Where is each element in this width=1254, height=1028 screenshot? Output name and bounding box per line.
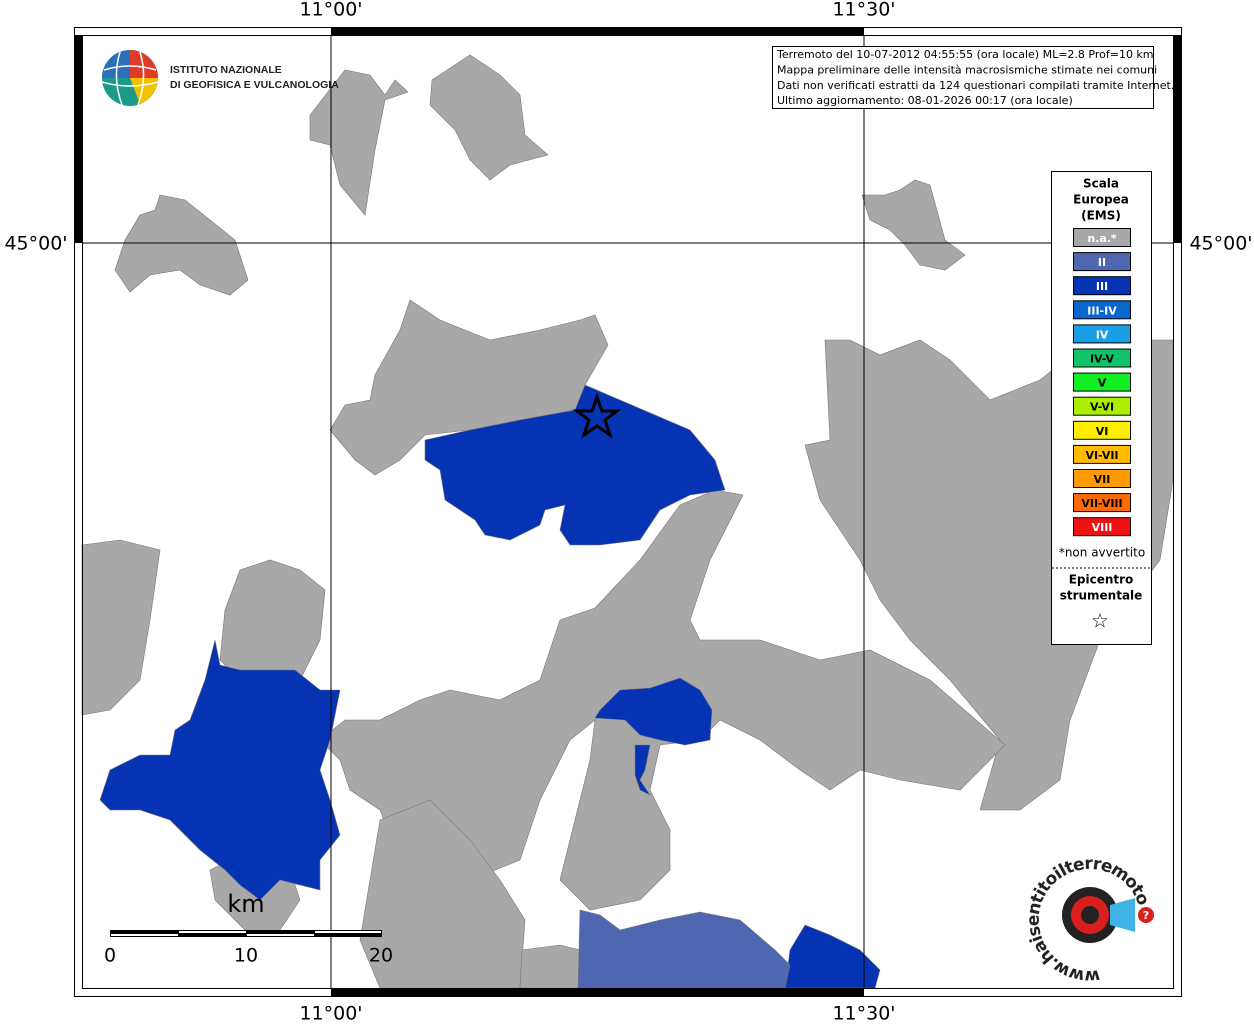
- legend-label: V-VI: [1090, 401, 1114, 414]
- legend-label: III: [1096, 280, 1108, 293]
- legend: ScalaEuropea(EMS)n.a.*IIIIIIII-IVIVIV-VV…: [1059, 177, 1145, 633]
- lon-label: 11°30': [832, 1003, 895, 1025]
- legend-swatch: [1073, 372, 1131, 392]
- legend-label: n.a.*: [1087, 232, 1117, 245]
- scale-label: 20: [369, 945, 393, 967]
- info-lines: Terremoto del 10-07-2012 04:55:55 (ora l…: [776, 48, 1174, 107]
- municipality: [309, 69, 409, 216]
- municipality: [424, 384, 726, 546]
- legend-swatch: [1073, 324, 1131, 344]
- legend-swatch: [1073, 420, 1131, 440]
- legend-swatch: [1073, 276, 1131, 296]
- logo-text: DI GEOFISICA E VULCANOLOGIA: [170, 79, 339, 91]
- legend-label: VIII: [1092, 521, 1113, 534]
- municipality: [634, 744, 651, 796]
- legend-label: VI: [1096, 425, 1109, 438]
- legend-swatch: [1073, 300, 1131, 320]
- municipality: [329, 299, 609, 476]
- municipality: [429, 54, 549, 181]
- legend-epicenter-title: strumentale: [1060, 589, 1143, 603]
- lat-label: 45°00': [4, 233, 67, 255]
- municipality: [81, 539, 161, 716]
- legend-note: *non avvertito: [1059, 546, 1145, 560]
- legend-title: Scala: [1083, 177, 1119, 191]
- lon-label: 11°00': [299, 1003, 362, 1025]
- legend-swatch: [1073, 444, 1131, 464]
- legend-swatch: [1073, 228, 1131, 247]
- epicenter-star: [572, 392, 622, 439]
- legend-label: III-IV: [1087, 304, 1117, 317]
- legend-label: IV-V: [1090, 353, 1115, 366]
- frame-bars: [75, 28, 1181, 996]
- legend-epicenter-title: Epicentro: [1069, 573, 1134, 587]
- legend-swatch: [1073, 517, 1131, 537]
- municipality: [861, 179, 966, 271]
- legend-label: VI-VII: [1085, 449, 1118, 462]
- municipality: [519, 944, 581, 989]
- municipality: [594, 677, 713, 746]
- legend-title: (EMS): [1081, 209, 1121, 223]
- legend-title: Europea: [1073, 193, 1129, 207]
- watermark-mark: ?: [1143, 909, 1149, 922]
- info-line: Dati non verificati estratti da 124 ques…: [777, 79, 1174, 92]
- legend-swatch: [1073, 469, 1131, 488]
- legend-label: V: [1098, 377, 1107, 390]
- municipality: [784, 924, 881, 989]
- info-box: [772, 46, 1154, 109]
- municipality: [577, 909, 791, 989]
- legend-swatch: [1073, 252, 1131, 272]
- legend-label: II: [1098, 256, 1106, 269]
- legend-label: VII-VIII: [1081, 497, 1122, 510]
- lon-label: 11°00': [299, 0, 362, 21]
- info-line: Terremoto del 10-07-2012 04:55:55 (ora l…: [776, 48, 1154, 61]
- scale-label: 0: [104, 945, 116, 967]
- legend-epicenter-symbol: ☆: [1091, 609, 1109, 633]
- info-line: Ultimo aggiornamento: 08-01-2026 00:17 (…: [777, 94, 1073, 107]
- frame: [74, 27, 1182, 997]
- legend-label: VII: [1094, 473, 1111, 486]
- scale-bar: [110, 930, 382, 937]
- legend-swatch: [1073, 396, 1131, 416]
- municipality: [359, 799, 526, 989]
- municipality: [99, 639, 341, 901]
- info-line: Mappa preliminare delle intensità macros…: [777, 63, 1157, 76]
- lat-label: 45°00': [1189, 233, 1252, 255]
- legend-swatch: [1073, 348, 1131, 368]
- municipalities: [81, 54, 1174, 989]
- legend-swatch: [1073, 493, 1131, 513]
- scale-unit: km: [227, 890, 264, 918]
- scale-label: 10: [234, 945, 258, 967]
- lon-label: 11°30': [832, 0, 895, 21]
- municipality: [114, 194, 249, 296]
- ingv-logo: ISTITUTO NAZIONALE DI GEOFISICA E VULCAN…: [101, 50, 339, 106]
- legend-label: IV: [1096, 328, 1109, 341]
- logo-text: ISTITUTO NAZIONALE: [170, 64, 282, 76]
